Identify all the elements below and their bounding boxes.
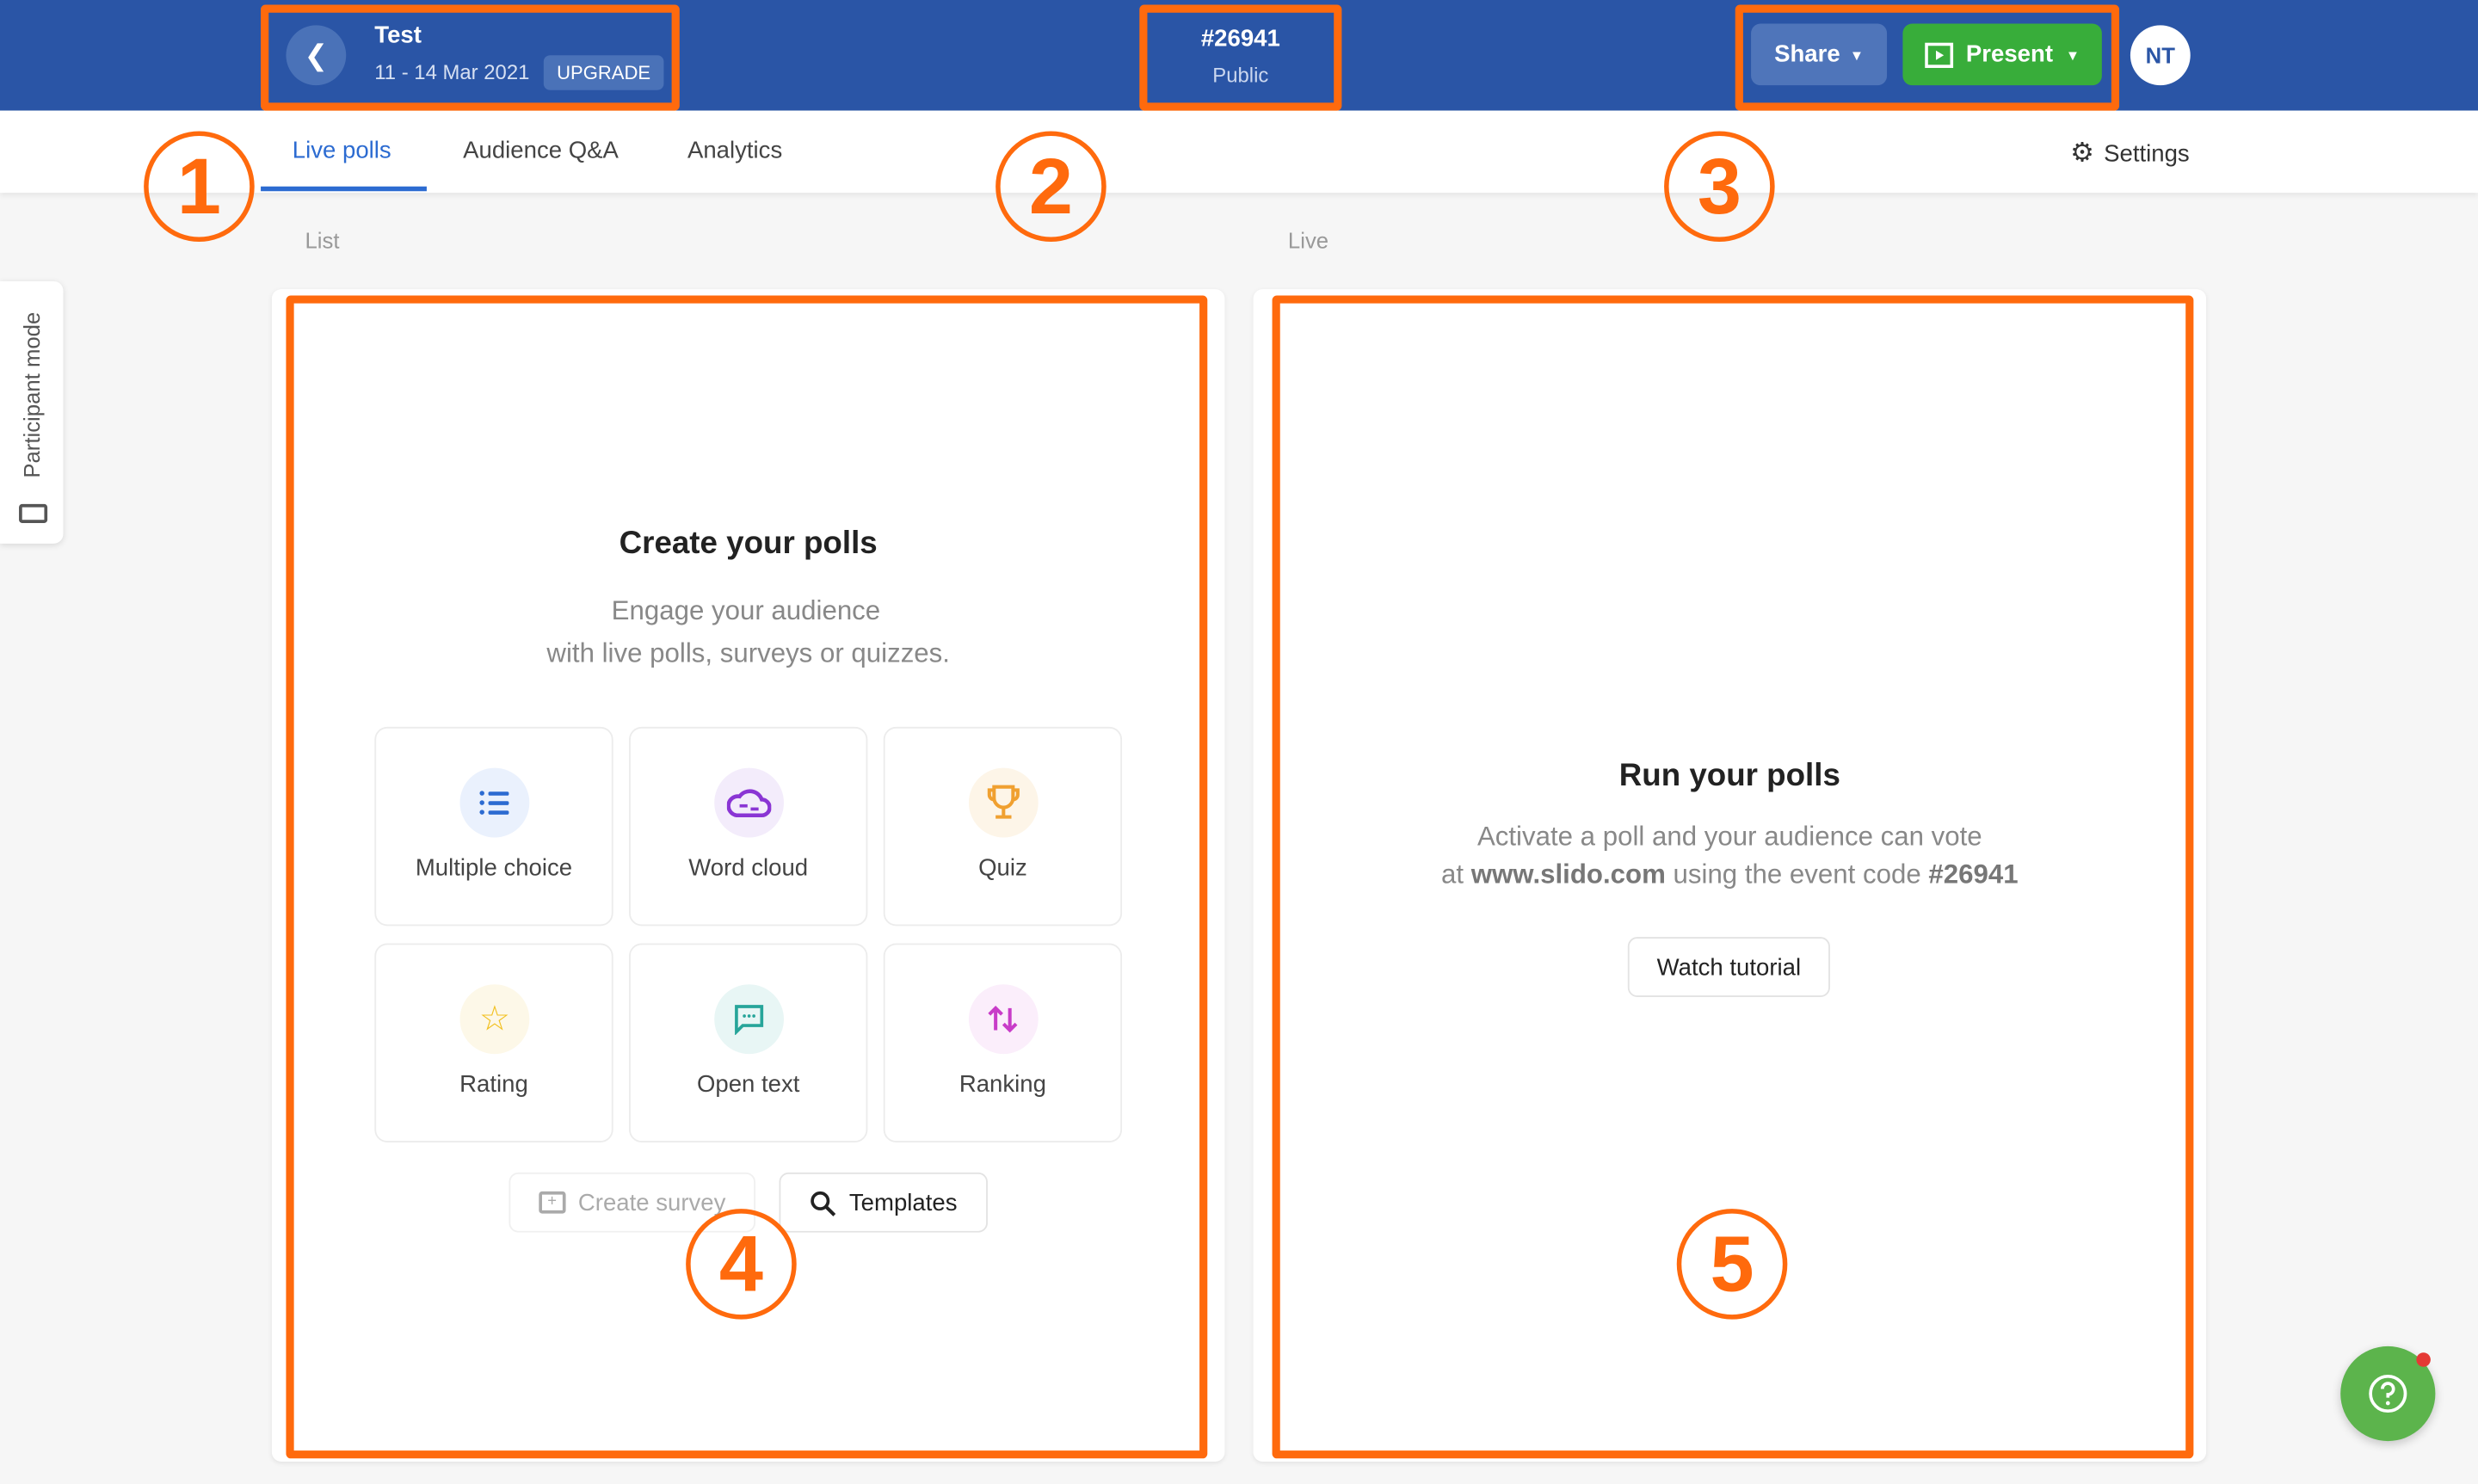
poll-type-label: Open text bbox=[696, 1071, 800, 1099]
annotation-number-3: 3 bbox=[1664, 131, 1775, 243]
annotation-number-2: 2 bbox=[996, 131, 1106, 243]
watch-tutorial-button[interactable]: Watch tutorial bbox=[1627, 937, 1830, 997]
tab-bar bbox=[0, 110, 2478, 194]
list-icon bbox=[459, 767, 530, 838]
create-polls-title: Create your polls bbox=[619, 526, 878, 562]
active-tab-indicator bbox=[261, 186, 427, 192]
annotation-number-5: 5 bbox=[1676, 1209, 1788, 1320]
poll-type-ranking[interactable]: Ranking bbox=[883, 943, 1123, 1142]
user-avatar[interactable]: NT bbox=[2130, 25, 2191, 86]
share-label: Share bbox=[1774, 40, 1840, 68]
folder-plus-icon: + bbox=[538, 1191, 566, 1214]
templates-button[interactable]: Templates bbox=[779, 1172, 988, 1233]
annotation-number-1: 1 bbox=[144, 131, 255, 243]
poll-type-label: Quiz bbox=[978, 854, 1027, 882]
create-polls-subtitle-1: Engage your audience bbox=[611, 595, 881, 626]
text: using the event code bbox=[1665, 859, 1929, 890]
notification-dot bbox=[2416, 1352, 2431, 1367]
create-survey-label: Create survey bbox=[577, 1189, 726, 1216]
share-button[interactable]: Share ▼ bbox=[1751, 23, 1888, 86]
gear-icon: ⚙ bbox=[2070, 137, 2095, 168]
event-code: #26941 bbox=[1200, 25, 1280, 52]
chat-icon bbox=[714, 984, 785, 1055]
annotation-box-live bbox=[1272, 295, 2194, 1459]
text: at bbox=[1441, 859, 1471, 890]
run-polls-text-1: Activate a poll and your audience can vo… bbox=[1476, 822, 1982, 852]
settings-label: Settings bbox=[2104, 139, 2190, 167]
cloud-icon bbox=[714, 767, 785, 838]
annotation-box-event-code bbox=[1139, 4, 1342, 111]
question-icon bbox=[2369, 1374, 2407, 1413]
settings-button[interactable]: ⚙ Settings bbox=[2070, 138, 2190, 169]
run-polls-text-2: at www.slido.com using the event code #2… bbox=[1254, 855, 2207, 896]
create-polls-subtitle-2: with live polls, surveys or quizzes. bbox=[546, 638, 950, 668]
present-icon bbox=[1925, 41, 1954, 68]
tab-audience-qa[interactable]: Audience Q&A bbox=[463, 137, 619, 165]
event-visibility: Public bbox=[1212, 63, 1269, 88]
annotation-box-event-info bbox=[261, 4, 680, 111]
templates-label: Templates bbox=[848, 1189, 958, 1216]
poll-type-label: Ranking bbox=[959, 1071, 1046, 1099]
sort-arrows-icon bbox=[968, 984, 1039, 1055]
list-section-label: List bbox=[305, 227, 340, 253]
tab-analytics[interactable]: Analytics bbox=[687, 137, 783, 165]
participant-mode-label: Participant mode bbox=[19, 311, 45, 478]
upgrade-button[interactable]: UPGRADE bbox=[543, 55, 664, 90]
caret-down-icon: ▼ bbox=[1849, 46, 1865, 63]
poll-type-label: Rating bbox=[459, 1071, 528, 1099]
poll-type-word-cloud[interactable]: Word cloud bbox=[629, 726, 868, 927]
participant-mode-tab[interactable] bbox=[0, 280, 64, 544]
poll-type-label: Word cloud bbox=[688, 854, 809, 882]
poll-type-open-text[interactable]: Open text bbox=[629, 943, 868, 1142]
trophy-icon bbox=[968, 767, 1039, 838]
present-label: Present bbox=[1965, 40, 2053, 68]
live-section-label: Live bbox=[1287, 227, 1329, 253]
tab-live-polls[interactable]: Live polls bbox=[292, 137, 391, 165]
annotation-box-actions bbox=[1735, 4, 2120, 111]
present-button[interactable]: Present ▼ bbox=[1902, 23, 2102, 86]
event-title: Test bbox=[374, 22, 422, 49]
chevron-left-icon: ❮ bbox=[304, 38, 329, 71]
annotation-box-list bbox=[286, 295, 1208, 1459]
poll-type-quiz[interactable]: Quiz bbox=[883, 726, 1123, 927]
run-polls-title: Run your polls bbox=[1618, 758, 1840, 794]
event-dates: 11 - 14 Mar 2021 bbox=[374, 59, 530, 84]
annotation-number-4: 4 bbox=[686, 1209, 797, 1320]
poll-type-multiple-choice[interactable]: Multiple choice bbox=[374, 726, 613, 927]
star-icon: ☆ bbox=[459, 984, 530, 1055]
search-icon bbox=[811, 1190, 836, 1216]
device-icon bbox=[19, 503, 48, 523]
caret-down-icon: ▼ bbox=[2065, 46, 2080, 63]
poll-type-rating[interactable]: ☆ Rating bbox=[374, 943, 613, 1142]
back-button[interactable]: ❮ bbox=[286, 25, 347, 86]
poll-type-label: Multiple choice bbox=[415, 854, 573, 882]
slido-url[interactable]: www.slido.com bbox=[1470, 859, 1666, 890]
event-code-inline: #26941 bbox=[1928, 859, 2019, 890]
